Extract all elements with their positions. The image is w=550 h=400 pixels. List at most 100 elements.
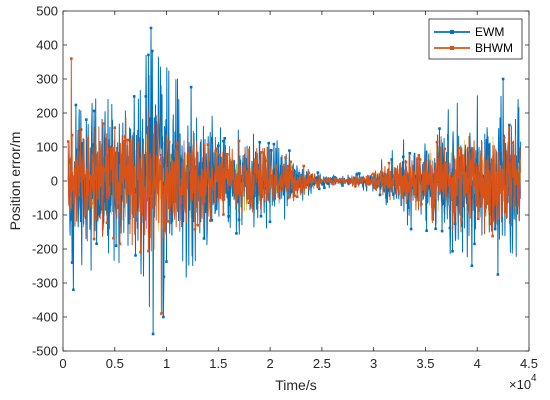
series-marker-bhwm	[293, 194, 296, 197]
series-marker-ewm	[270, 149, 273, 152]
legend: EWM BHWM	[428, 18, 523, 60]
series-marker-ewm	[473, 242, 476, 246]
series-marker-bhwm	[122, 140, 126, 143]
series-marker-ewm	[210, 218, 214, 222]
series-marker-bhwm	[288, 196, 291, 199]
series-marker-ewm	[402, 155, 405, 159]
legend-marker-ewm	[450, 30, 454, 34]
series-marker-bhwm	[206, 143, 210, 146]
series-marker-bhwm	[70, 57, 73, 60]
series-marker-ewm	[501, 77, 505, 81]
x-tick-labels: 0 0.5 1 1.5 2 2.5 3 3.5 4 4.5	[59, 356, 538, 371]
series-marker-ewm	[451, 250, 454, 253]
legend-label-bhwm: BHWM	[475, 41, 513, 55]
series-marker-ewm	[323, 186, 326, 190]
series-marker-ewm	[74, 103, 78, 107]
legend-marker-bhwm	[450, 46, 454, 50]
series-marker-ewm	[453, 222, 457, 225]
series-marker-bhwm	[341, 177, 344, 181]
series-marker-bhwm	[266, 159, 269, 162]
series-marker-bhwm	[418, 158, 422, 161]
series-marker-bhwm	[373, 186, 377, 189]
series-marker-ewm	[407, 206, 410, 209]
series-marker-ewm	[227, 215, 230, 218]
series-layer	[66, 26, 522, 336]
series-marker-ewm	[378, 193, 382, 197]
series-marker-ewm	[217, 144, 220, 148]
series-marker-ewm	[144, 95, 148, 98]
axes-layer	[62, 10, 530, 352]
series-bhwm	[66, 57, 522, 315]
series-marker-ewm	[189, 85, 193, 89]
series-marker-bhwm	[139, 250, 142, 254]
series-marker-ewm	[222, 139, 225, 143]
y-tick-label: -400	[32, 310, 58, 325]
series-marker-bhwm	[492, 218, 496, 222]
series-marker-bhwm	[488, 222, 492, 226]
series-marker-ewm	[85, 118, 88, 121]
y-axis-label: Position error/m	[7, 132, 23, 231]
y-tick-label: -500	[32, 344, 58, 359]
x-tick-label: 0	[59, 356, 66, 371]
series-marker-ewm	[268, 220, 272, 224]
y-tick-label: -300	[32, 276, 58, 291]
series-marker-ewm	[72, 288, 75, 292]
series-marker-ewm	[162, 275, 166, 279]
series-marker-ewm	[434, 227, 437, 231]
series-marker-bhwm	[354, 184, 357, 188]
legend-box	[428, 18, 523, 60]
series-marker-ewm	[425, 229, 428, 232]
y-tick-label: 400	[36, 38, 58, 53]
series-marker-bhwm	[126, 138, 129, 142]
series-marker-ewm	[409, 227, 413, 231]
series-marker-ewm	[147, 53, 150, 57]
series-marker-ewm	[95, 242, 98, 245]
series-marker-ewm	[408, 151, 412, 155]
series-marker-ewm	[134, 254, 137, 257]
x-exponent-label: ×10 4	[509, 373, 537, 392]
series-marker-ewm	[438, 127, 441, 130]
series-marker-bhwm	[420, 202, 423, 206]
series-marker-ewm	[358, 172, 361, 175]
series-marker-bhwm	[113, 126, 117, 129]
x-tick-label: 4.5	[520, 356, 538, 371]
x-exponent-times: ×	[509, 377, 517, 392]
series-marker-bhwm	[417, 154, 421, 157]
series-marker-bhwm	[167, 140, 171, 144]
series-marker-ewm	[267, 141, 270, 145]
series-marker-bhwm	[118, 242, 122, 246]
series-marker-bhwm	[491, 234, 494, 238]
series-marker-bhwm	[510, 141, 514, 145]
series-marker-ewm	[202, 237, 206, 240]
x-tick-label: 1	[163, 356, 170, 371]
x-tick-label: 0.5	[106, 356, 124, 371]
series-marker-bhwm	[452, 210, 456, 213]
series-marker-bhwm	[86, 137, 89, 140]
series-marker-bhwm	[147, 249, 150, 253]
series-marker-ewm	[151, 49, 154, 53]
y-tick-labels: -500 -400 -300 -200 -100 0 100 200 300 400 500	[32, 4, 58, 359]
y-tick-label: 500	[36, 4, 58, 19]
series-marker-bhwm	[380, 171, 383, 174]
series-marker-bhwm	[66, 140, 70, 143]
series-marker-bhwm	[332, 182, 335, 186]
series-marker-ewm	[390, 158, 393, 161]
series-marker-ewm	[235, 232, 238, 235]
y-tick-label: -100	[32, 208, 58, 223]
series-marker-ewm	[341, 184, 344, 187]
series-marker-bhwm	[460, 218, 463, 221]
series-marker-ewm	[508, 123, 511, 127]
series-marker-ewm	[493, 227, 497, 231]
series-marker-ewm	[237, 218, 241, 222]
series-marker-bhwm	[166, 220, 170, 223]
x-tick-label: 3.5	[416, 356, 434, 371]
series-marker-ewm	[496, 273, 500, 276]
series-marker-bhwm	[416, 157, 419, 160]
series-marker-ewm	[470, 264, 474, 268]
legend-label-ewm: EWM	[475, 25, 504, 39]
series-marker-bhwm	[175, 142, 179, 145]
series-marker-ewm	[165, 260, 168, 263]
x-tick-label: 2	[266, 356, 273, 371]
series-marker-ewm	[70, 261, 74, 264]
series-marker-ewm	[317, 187, 321, 191]
